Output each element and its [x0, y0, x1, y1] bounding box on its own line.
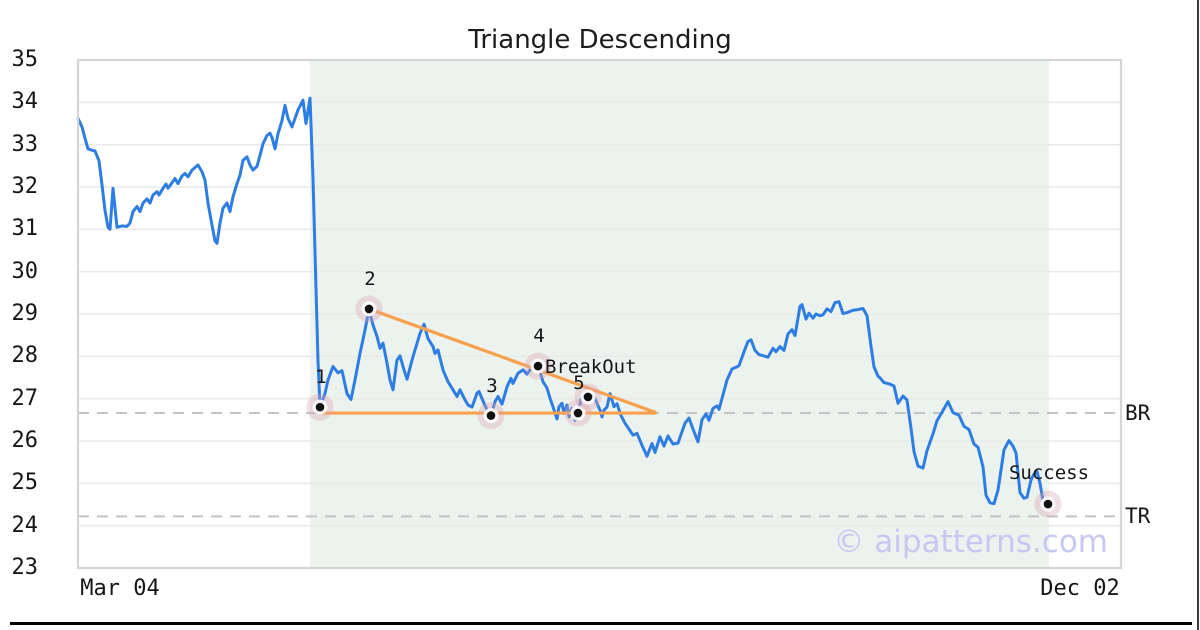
y-tick-label: 31	[11, 216, 39, 242]
y-tick-label: 27	[11, 385, 39, 411]
annotation-label-success: Success	[1008, 462, 1090, 485]
pattern-point-label-2: 2	[364, 267, 376, 290]
pattern-point-label-4: 4	[533, 325, 545, 348]
price-line	[76, 96, 1050, 506]
pattern-point-1-dot	[315, 402, 325, 412]
x-axis-tick-end: Dec 02	[1040, 576, 1120, 601]
y-tick-label: 28	[11, 343, 39, 369]
x-axis-tick-start: Mar 04	[80, 576, 160, 601]
annotation-point-success-dot	[1043, 499, 1053, 509]
y-tick-label: 32	[11, 174, 39, 199]
y-tick-label: 33	[11, 131, 39, 157]
y-tick-label: 30	[11, 258, 39, 284]
chart-title: Triangle Descending	[468, 25, 732, 55]
right-border-line	[1197, 0, 1199, 630]
pattern-point-2-dot	[364, 304, 374, 314]
pattern-point-4-dot	[533, 361, 543, 371]
y-tick-label: 24	[11, 512, 39, 538]
pattern-point-label-1: 1	[315, 366, 327, 389]
y-tick-label: 25	[11, 470, 39, 496]
y-tick-label: 35	[11, 47, 39, 72]
level-label-br: BR	[1125, 401, 1151, 426]
bottom-border-line	[10, 622, 1192, 625]
pattern-point-label-3: 3	[486, 374, 498, 397]
annotation-label-breakout: BreakOut	[545, 355, 637, 378]
level-label-tr: TR	[1125, 504, 1151, 529]
y-tick-label: 26	[11, 428, 39, 453]
pattern-point-3-dot	[486, 411, 496, 420]
plot-border	[76, 58, 1123, 570]
trendline-resistance	[367, 307, 657, 414]
pattern-point-5-dot	[573, 408, 583, 418]
annotation-point-breakout-dot	[583, 392, 593, 402]
y-tick-label: 29	[11, 301, 39, 326]
y-tick-label: 34	[11, 89, 39, 115]
pattern-point-label-5: 5	[573, 372, 585, 395]
y-tick-label: 23	[11, 555, 39, 580]
watermark-text: © aipatterns.com	[833, 524, 1108, 560]
